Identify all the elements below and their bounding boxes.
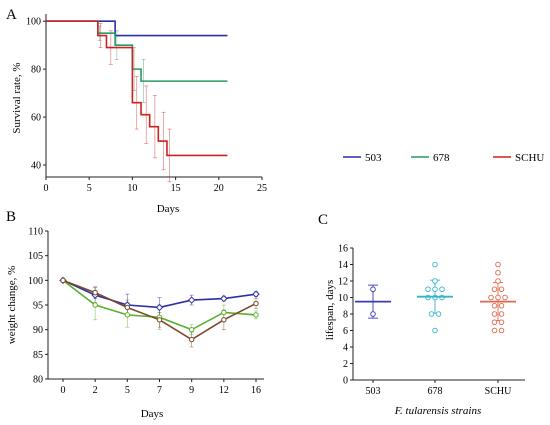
legend-label: 503 [365, 152, 382, 164]
lifespan-point [491, 319, 498, 326]
lifespan-point [495, 278, 501, 284]
data-point [253, 312, 259, 318]
y-tick-label: 85 [33, 350, 43, 361]
lifespan-point [428, 311, 435, 317]
lifespan-point [432, 261, 438, 268]
lifespan-point [498, 286, 505, 293]
y-tick-label: 4 [343, 343, 348, 354]
y-tick-label: 14 [338, 260, 348, 271]
y-tick-label: 95 [33, 301, 43, 312]
data-point [156, 317, 163, 323]
y-tick-label: 60 [31, 113, 41, 124]
panel-b-label: B [6, 209, 16, 225]
x-tick-label: 678 [428, 386, 443, 397]
y-tick-label: 0 [343, 376, 348, 387]
lifespan-point [432, 278, 438, 284]
panel-b-xlabel: Days [141, 408, 164, 420]
y-tick-label: 100 [28, 276, 43, 287]
y-tick-label: 12 [338, 277, 348, 288]
lifespan-point [491, 286, 498, 293]
lifespan-point [495, 261, 501, 268]
lifespan-point [432, 286, 438, 293]
x-tick-label: 5 [87, 183, 92, 194]
x-tick-label: 16 [251, 385, 261, 396]
y-tick-label: 2 [343, 359, 348, 370]
lifespan-chart: 0 2 4 6 8 10 12 14 16 503 678 SCHU [338, 244, 525, 397]
lifespan-point [498, 303, 505, 309]
lifespan-point [495, 294, 501, 301]
y-tick-label: 40 [31, 161, 41, 172]
y-tick-label: 6 [343, 326, 348, 337]
legend-label: 678 [433, 152, 450, 164]
lifespan-point [439, 286, 445, 293]
panel-a-ylabel: Survival rate, % [11, 62, 23, 133]
lifespan-point [491, 311, 498, 317]
x-tick-label: 25 [257, 183, 267, 194]
y-tick-label: 80 [33, 375, 43, 386]
lifespan-point [425, 286, 431, 293]
data-point [221, 309, 227, 316]
y-tick-label: 105 [28, 251, 43, 262]
series-678 [46, 20, 228, 82]
legend-label: SCHU [515, 152, 544, 164]
y-tick-label: 10 [338, 293, 348, 304]
lifespan-point [370, 311, 376, 317]
series-503 [46, 20, 228, 37]
y-tick-label: 16 [338, 244, 348, 255]
x-tick-label: 0 [44, 183, 49, 194]
panel-a-xlabel: Days [157, 203, 180, 215]
data-point [188, 326, 195, 333]
panel-b-ylabel: weight change, % [6, 266, 18, 345]
weight-chart: 0 2 5 7 9 12 16 80 85 90 95 100 105 110 [28, 227, 264, 396]
lifespan-point [498, 319, 505, 326]
x-tick-label: 9 [189, 385, 194, 396]
lifespan-point [498, 327, 505, 334]
lifespan-point [502, 294, 508, 301]
lifespan-point [432, 327, 438, 334]
lifespan-point [435, 311, 442, 317]
x-tick-label: 503 [366, 386, 381, 397]
data-point [60, 277, 66, 284]
x-tick-label: 10 [127, 183, 137, 194]
lifespan-point [370, 286, 376, 293]
data-point [252, 290, 260, 298]
lifespan-point [498, 311, 505, 317]
x-tick-label: 7 [157, 385, 162, 396]
x-tick-label: SCHU [485, 386, 512, 397]
y-tick-label: 8 [343, 310, 348, 321]
series-SCHU [46, 20, 228, 157]
data-point [92, 302, 98, 308]
y-tick-label: 90 [33, 325, 43, 336]
x-tick-label: 5 [125, 385, 130, 396]
data-point [253, 300, 259, 307]
data-point [124, 304, 131, 311]
panel-c-ylabel: lifespan, days [324, 280, 336, 340]
data-point [155, 303, 164, 312]
y-tick-label: 80 [31, 65, 41, 76]
x-tick-label: 20 [214, 183, 224, 194]
x-tick-label: 12 [219, 385, 229, 396]
panel-c-xlabel: F. tularensis strains [394, 405, 482, 417]
lifespan-point [488, 294, 494, 301]
x-tick-label: 15 [171, 183, 181, 194]
data-point [220, 294, 228, 303]
x-tick-label: 2 [93, 385, 98, 396]
data-point [92, 289, 98, 296]
x-tick-label: 0 [61, 385, 66, 396]
panel-c-label: C [318, 212, 328, 228]
lifespan-point [491, 327, 498, 334]
lifespan-point [491, 303, 498, 309]
data-point [124, 312, 131, 318]
lifespan-point [495, 270, 501, 276]
data-point [221, 317, 227, 323]
y-tick-label: 100 [26, 17, 41, 28]
data-point [188, 336, 195, 343]
data-point [187, 296, 196, 304]
survival-chart: 0 5 10 15 20 25 40 60 80 100 503 678 SCHU [26, 14, 544, 194]
panel-a-label: A [6, 7, 17, 23]
y-tick-label: 110 [28, 227, 43, 238]
